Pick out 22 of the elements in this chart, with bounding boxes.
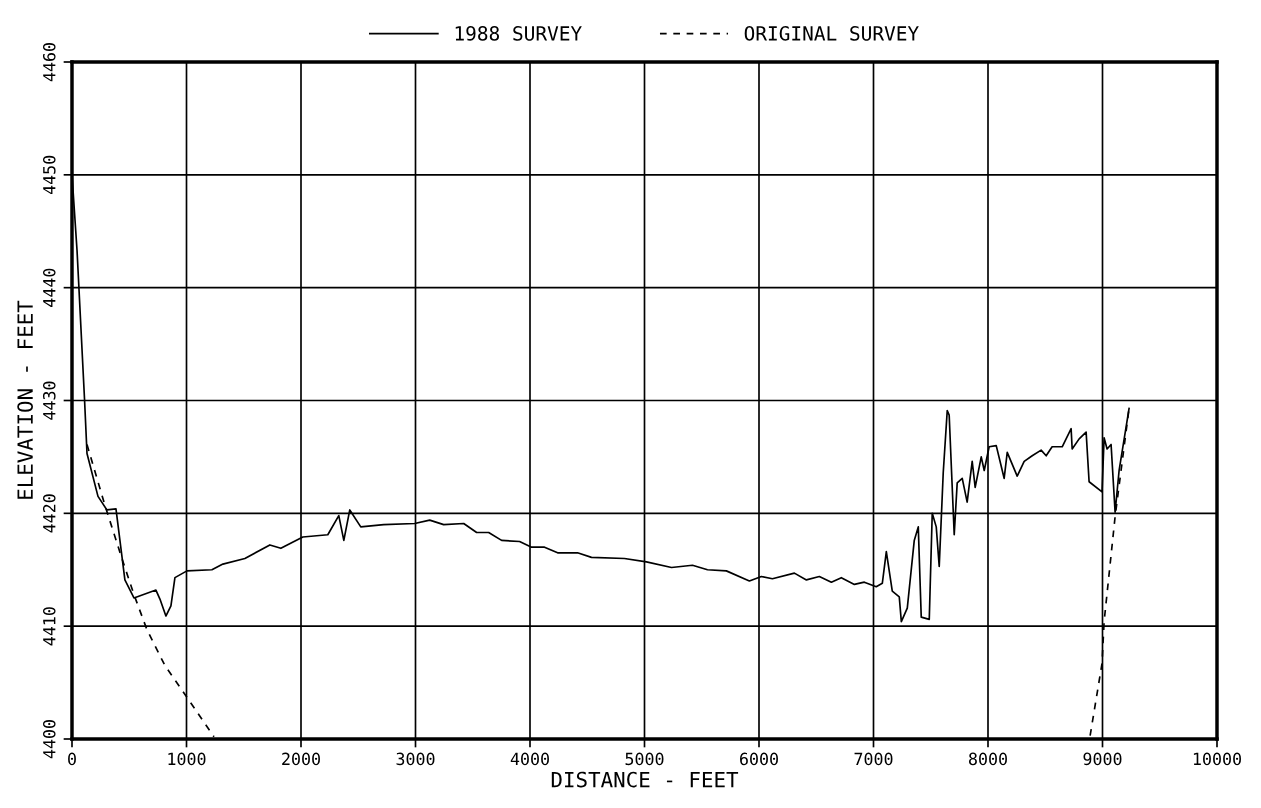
x-tick-label: 10000 (1193, 752, 1242, 766)
x-tick-label: 6000 (740, 752, 778, 766)
x-axis-title: DISTANCE - FEET (551, 771, 739, 788)
x-tick-label: 7000 (854, 752, 893, 766)
x-tick-label: 2000 (282, 752, 320, 766)
y-tick-label: 4410 (42, 607, 56, 646)
y-tick-label: 4400 (42, 720, 56, 759)
legend-label: 1988 SURVEY (455, 26, 582, 41)
y-tick-label: 4420 (42, 494, 56, 533)
x-tick-label: 0 (68, 752, 76, 766)
x-tick-label: 8000 (969, 752, 1007, 766)
y-tick-label: 4450 (42, 155, 56, 195)
y-tick-label: 4460 (42, 43, 56, 82)
x-tick-label: 9000 (1083, 752, 1122, 766)
x-tick-label: 3000 (396, 752, 435, 766)
x-tick-label: 1000 (168, 752, 206, 766)
x-tick-label: 4000 (510, 752, 549, 766)
y-axis-title: ELEVATION - FEET (17, 300, 33, 499)
y-tick-label: 4440 (42, 268, 56, 307)
x-tick-label: 5000 (625, 752, 664, 766)
y-tick-label: 4430 (42, 381, 56, 420)
legend-label: ORIGINAL SURVEY (744, 26, 919, 41)
